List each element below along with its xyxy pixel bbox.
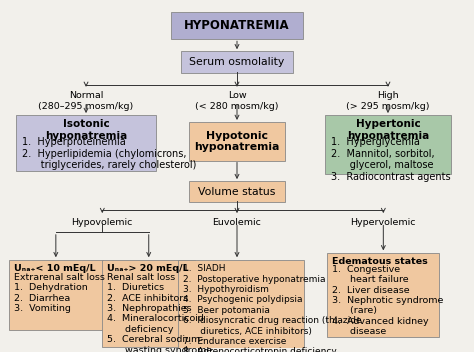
FancyBboxPatch shape: [181, 51, 293, 73]
Text: Isotonic
hyponatremia: Isotonic hyponatremia: [45, 119, 127, 141]
Text: Hypertonic
hyponatremia: Hypertonic hyponatremia: [347, 119, 429, 141]
Text: HYPONATREMIA: HYPONATREMIA: [184, 19, 290, 32]
FancyBboxPatch shape: [178, 260, 304, 352]
Text: Volume status: Volume status: [198, 187, 276, 196]
Text: Renal salt loss
1.  Diuretics
2.  ACE inhibitors
3.  Nephropathies
4.  Mineraloc: Renal salt loss 1. Diuretics 2. ACE inhi…: [107, 273, 212, 352]
Text: 1.  Hyperglycemia
2.  Mannitol, sorbitol,
      glycerol, maltose
3.  Radiocontr: 1. Hyperglycemia 2. Mannitol, sorbitol, …: [331, 137, 451, 182]
FancyBboxPatch shape: [189, 181, 285, 202]
FancyBboxPatch shape: [9, 260, 102, 330]
Text: Hypotonic
hyponatremia: Hypotonic hyponatremia: [194, 131, 280, 152]
Text: Low
(< 280 mosm/kg): Low (< 280 mosm/kg): [195, 92, 279, 111]
FancyBboxPatch shape: [325, 115, 451, 175]
Text: Hypovolemic: Hypovolemic: [72, 218, 133, 227]
FancyBboxPatch shape: [171, 12, 303, 39]
FancyBboxPatch shape: [189, 122, 285, 161]
Text: Serum osmolality: Serum osmolality: [190, 57, 284, 67]
Text: Hypervolemic: Hypervolemic: [351, 218, 416, 227]
Text: Edematous states: Edematous states: [332, 257, 428, 266]
Text: Euvolemic: Euvolemic: [212, 218, 262, 227]
Text: Normal
(280–295 mosm/kg): Normal (280–295 mosm/kg): [38, 92, 134, 111]
FancyBboxPatch shape: [16, 115, 156, 171]
Text: Uₙₐ₊> 20 mEq/L: Uₙₐ₊> 20 mEq/L: [107, 264, 189, 273]
FancyBboxPatch shape: [102, 260, 195, 347]
Text: High
(> 295 mosm/kg): High (> 295 mosm/kg): [346, 92, 430, 111]
Text: Extrarenal salt loss
1.  Dehydration
2.  Diarrhea
3.  Vomiting: Extrarenal salt loss 1. Dehydration 2. D…: [14, 273, 105, 313]
Text: 1.  Congestive
      heart failure
2.  Liver disease
3.  Nephrotic syndrome
    : 1. Congestive heart failure 2. Liver dis…: [332, 265, 444, 336]
Text: 1.  Hyperproteinemia
2.  Hyperlipidemia (chylomicrons,
      triglycerides, rare: 1. Hyperproteinemia 2. Hyperlipidemia (c…: [22, 137, 197, 170]
Text: 1.  SIADH
2.  Postoperative hyponatremia
3.  Hypothyroidism
4.  Psychogenic poly: 1. SIADH 2. Postoperative hyponatremia 3…: [183, 264, 362, 352]
Text: Uₙₐ₊< 10 mEq/L: Uₙₐ₊< 10 mEq/L: [14, 264, 96, 273]
FancyBboxPatch shape: [328, 253, 439, 337]
